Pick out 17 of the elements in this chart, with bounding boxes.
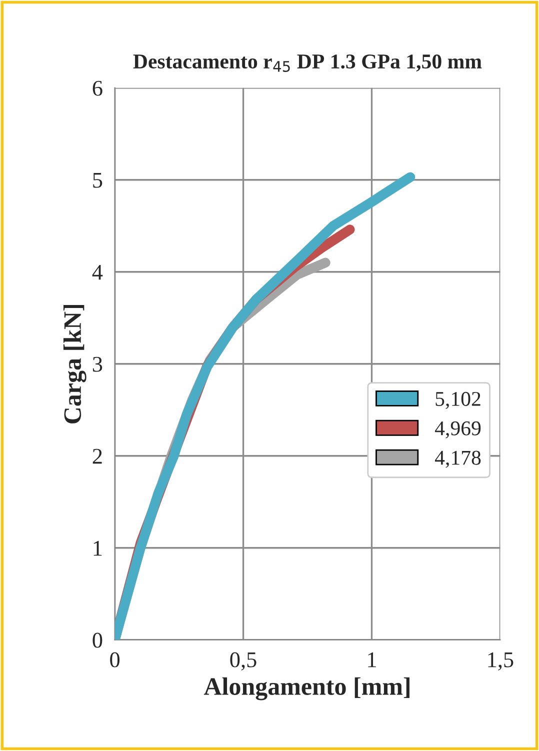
- y-tick-label: 2: [92, 448, 102, 464]
- y-tick-label: 1: [94, 540, 102, 556]
- legend-label: 4,178: [434, 450, 481, 468]
- y-tick-label: 6: [92, 80, 102, 96]
- legend-label: 4,969: [434, 421, 481, 438]
- x-tick-label: 0,5: [230, 652, 256, 670]
- x-tick-label: 0: [110, 652, 120, 668]
- x-tick-label: 1: [368, 652, 376, 668]
- x-tick-label: 1,5: [488, 652, 514, 670]
- y-tick-label: 3: [92, 356, 102, 372]
- legend-label: 5,102: [436, 392, 480, 409]
- chart-title: Destacamento r$_{45}$ DP 1.3 GPa 1,50 mm: [133, 54, 482, 72]
- y-tick-label: 5: [93, 173, 102, 188]
- y-axis-title: Carga [kN]: [63, 304, 86, 424]
- y-tick-label: 4: [92, 264, 103, 280]
- y-tick-label: 0: [92, 632, 102, 648]
- x-axis-title: Alongamento [mm]: [204, 677, 410, 700]
